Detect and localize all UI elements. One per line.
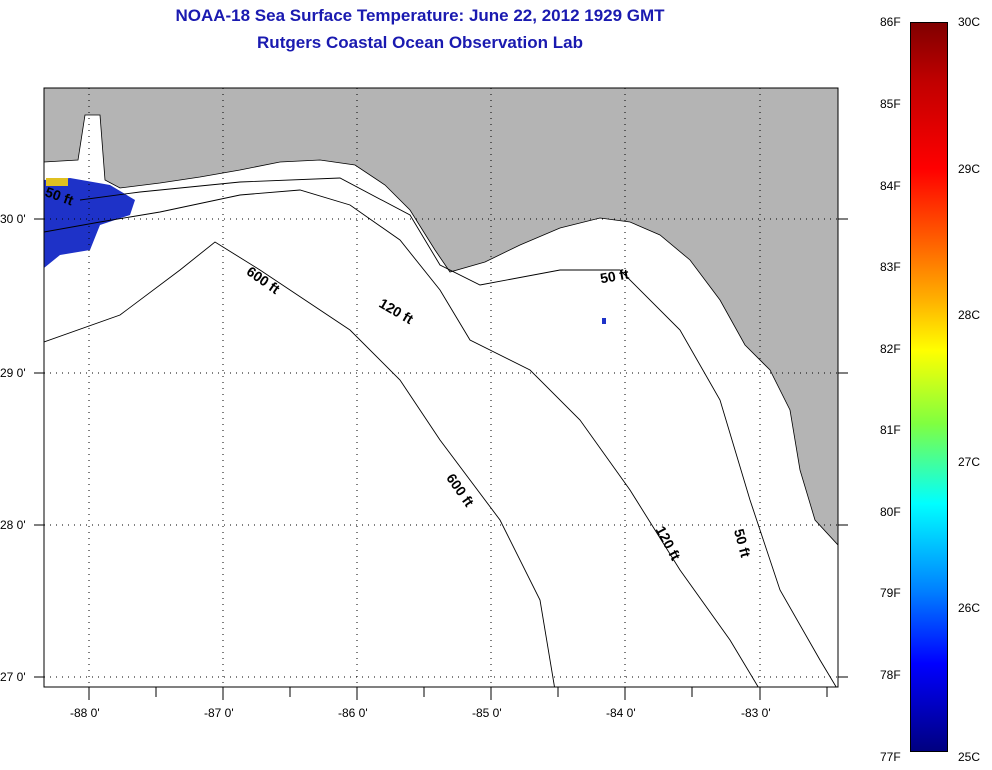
colorbar-c-label: 25C — [958, 750, 981, 764]
lon-tick: -88 0' — [70, 706, 100, 720]
isobath-50ft — [79, 177, 837, 687]
lon-tick: -85 0' — [472, 706, 502, 720]
colorbar-f-label: 81F — [880, 423, 901, 437]
sst-patches — [44, 178, 606, 324]
colorbar-f-label: 80F — [880, 505, 901, 519]
colorbar-c-label: 30C — [958, 15, 981, 29]
colorbar-c-label: 26C — [958, 601, 981, 615]
colorbar-f-label: 84F — [880, 179, 901, 193]
map-subtitle: Rutgers Coastal Ocean Observation Lab — [257, 33, 583, 52]
grid — [44, 88, 838, 687]
colorbar-c-label: 27C — [958, 455, 981, 469]
ticks — [34, 218, 848, 700]
colorbar-f-label: 83F — [880, 260, 901, 274]
lon-tick: -87 0' — [204, 706, 234, 720]
colorbar-f-label: 79F — [880, 586, 901, 600]
lat-tick: 27 0' — [0, 670, 26, 684]
lat-tick: 30 0' — [0, 212, 26, 226]
lon-tick: -83 0' — [741, 706, 771, 720]
colorbar-f-label: 82F — [880, 342, 901, 356]
colorbar-f-label: 86F — [880, 15, 901, 29]
colorbar-f-label: 85F — [880, 97, 901, 111]
colorbar — [910, 22, 948, 752]
isobath-600ft — [44, 241, 555, 687]
isobath-120ft — [44, 189, 759, 687]
colorbar-c-label: 29C — [958, 162, 981, 176]
lat-tick: 28 0' — [0, 518, 26, 532]
colorbar-f-label: 78F — [880, 668, 901, 682]
land — [44, 88, 838, 546]
lon-tick: -86 0' — [338, 706, 368, 720]
lat-tick: 29 0' — [0, 366, 26, 380]
colorbar-f-label: 77F — [880, 750, 901, 764]
colorbar-c-label: 28C — [958, 308, 981, 322]
map-title: NOAA-18 Sea Surface Temperature: June 22… — [175, 6, 665, 25]
lon-tick: -84 0' — [606, 706, 636, 720]
